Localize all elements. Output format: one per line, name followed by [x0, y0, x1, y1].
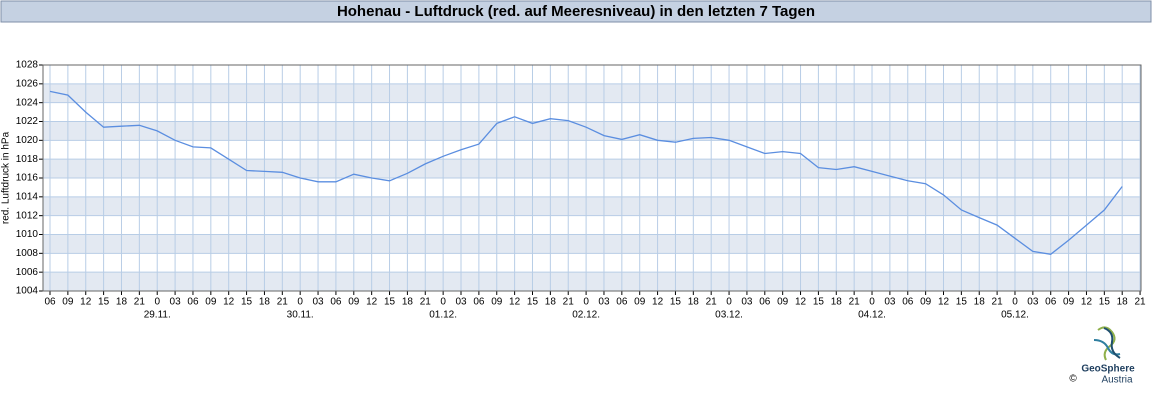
- x-tick-label: 0: [583, 297, 589, 308]
- x-tick-label: 15: [241, 297, 253, 308]
- x-tick-label: 03: [312, 297, 324, 308]
- x-tick-label: 06: [44, 297, 56, 308]
- x-tick-label: 06: [759, 297, 771, 308]
- band: [43, 121, 1141, 141]
- x-tick-label: 18: [402, 297, 414, 308]
- x-tick-label: 12: [795, 297, 807, 308]
- x-tick-label: 0: [297, 297, 303, 308]
- x-tick-label: 09: [62, 297, 74, 308]
- y-axis-label: red. Luftdruck in hPa: [1, 131, 12, 224]
- x-tick-label: 0: [726, 297, 732, 308]
- date-label: 01.12.: [429, 310, 457, 321]
- x-tick-label: 09: [205, 297, 217, 308]
- y-tick-label: 1006: [16, 267, 39, 278]
- x-tick-label: 12: [652, 297, 664, 308]
- x-tick-label: 15: [813, 297, 825, 308]
- x-tick-label: 18: [259, 297, 271, 308]
- x-tick-label: 03: [455, 297, 467, 308]
- x-tick-label: 09: [1063, 297, 1075, 308]
- y-tick-label: 1016: [16, 173, 39, 184]
- x-tick-label: 18: [831, 297, 843, 308]
- x-tick-label: 0: [1012, 297, 1018, 308]
- x-tick-label: 15: [527, 297, 539, 308]
- logo-sub: Austria: [1101, 375, 1133, 386]
- copyright: ©: [1069, 374, 1077, 385]
- x-tick-label: 06: [473, 297, 485, 308]
- x-tick-label: 15: [956, 297, 968, 308]
- x-tick-label: 21: [849, 297, 861, 308]
- x-tick-label: 21: [706, 297, 718, 308]
- y-tick-label: 1010: [16, 229, 39, 240]
- band: [43, 272, 1141, 291]
- x-tick-label: 12: [366, 297, 378, 308]
- y-tick-label: 1014: [16, 191, 39, 202]
- band: [43, 234, 1141, 254]
- x-tick-label: 03: [170, 297, 182, 308]
- x-tick-label: 21: [1135, 297, 1147, 308]
- y-tick-label: 1012: [16, 210, 39, 221]
- x-tick-label: 18: [545, 297, 557, 308]
- x-tick-label: 18: [974, 297, 986, 308]
- x-tick-label: 06: [902, 297, 914, 308]
- date-label: 02.12.: [572, 310, 600, 321]
- logo: GeoSphere Austria ©: [1069, 326, 1135, 386]
- band: [43, 159, 1141, 178]
- date-label: 05.12.: [1001, 310, 1029, 321]
- x-tick-label: 12: [938, 297, 950, 308]
- x-tick-label: 12: [509, 297, 521, 308]
- band: [43, 196, 1141, 216]
- y-tick-label: 1022: [16, 116, 39, 127]
- pressure-line: [49, 90, 1123, 255]
- y-tick-label: 1024: [16, 97, 39, 108]
- date-label: 29.11.: [144, 310, 171, 321]
- y-tick-label: 1028: [16, 60, 39, 71]
- y-tick-label: 1018: [16, 154, 39, 165]
- x-tick-label: 18: [688, 297, 700, 308]
- x-tick-label: 0: [154, 297, 160, 308]
- x-tick-label: 03: [1027, 297, 1039, 308]
- logo-brand: GeoSphere: [1081, 364, 1135, 375]
- x-tick-label: 18: [116, 297, 128, 308]
- x-tick-label: 09: [634, 297, 646, 308]
- y-tick-label: 1020: [16, 135, 39, 146]
- x-tick-label: 0: [440, 297, 446, 308]
- chart-title: Hohenau - Luftdruck (red. auf Meeresnive…: [337, 3, 815, 20]
- x-tick-label: 09: [491, 297, 503, 308]
- x-tick-label: 15: [384, 297, 396, 308]
- x-tick-label: 15: [98, 297, 110, 308]
- x-tick-label: 06: [330, 297, 342, 308]
- x-tick-label: 06: [616, 297, 628, 308]
- x-tick-label: 0: [869, 297, 875, 308]
- plot-border: [42, 64, 1142, 292]
- y-tick-label: 1008: [16, 248, 39, 259]
- x-tick-label: 15: [1099, 297, 1111, 308]
- band: [43, 83, 1141, 103]
- x-tick-label: 09: [777, 297, 789, 308]
- x-tick-label: 03: [598, 297, 610, 308]
- x-tick-label: 21: [563, 297, 575, 308]
- x-tick-label: 15: [670, 297, 682, 308]
- x-tick-label: 06: [187, 297, 199, 308]
- x-tick-label: 03: [884, 297, 896, 308]
- x-tick-label: 03: [741, 297, 753, 308]
- x-tick-label: 09: [920, 297, 932, 308]
- date-label: 30.11.: [287, 310, 314, 321]
- x-tick-label: 12: [223, 297, 235, 308]
- x-tick-label: 18: [1117, 297, 1129, 308]
- x-tick-label: 12: [80, 297, 92, 308]
- x-tick-label: 06: [1045, 297, 1057, 308]
- y-tick-label: 1004: [16, 286, 39, 297]
- date-label: 04.12.: [858, 310, 886, 321]
- x-tick-label: 21: [420, 297, 432, 308]
- x-tick-label: 21: [992, 297, 1004, 308]
- y-tick-label: 1026: [16, 78, 39, 89]
- x-tick-label: 09: [348, 297, 360, 308]
- x-tick-label: 12: [1081, 297, 1093, 308]
- x-tick-label: 21: [134, 297, 146, 308]
- date-label: 03.12.: [715, 310, 743, 321]
- title-bar: [0, 0, 1152, 23]
- x-tick-label: 21: [277, 297, 289, 308]
